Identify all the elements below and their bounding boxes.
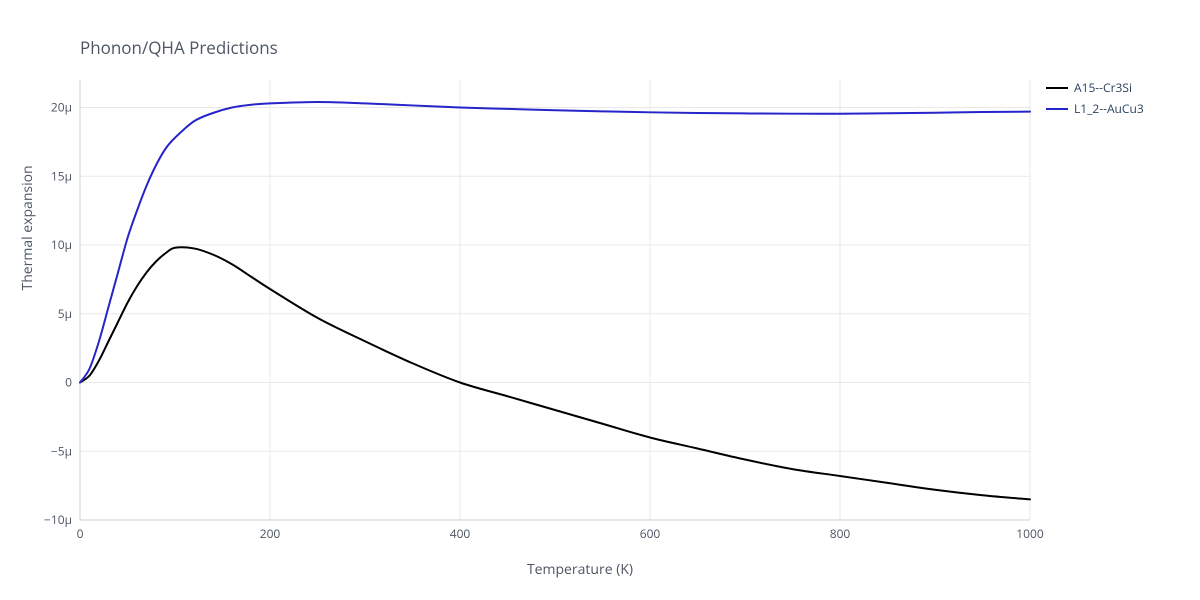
- x-tick-label: 800: [830, 525, 851, 542]
- x-axis-label: Temperature (K): [80, 560, 1080, 579]
- x-tick-label: 400: [450, 525, 471, 542]
- legend-label: L1_2--AuCu3: [1074, 99, 1144, 118]
- legend-item-0[interactable]: A15--Cr3Si: [1046, 78, 1144, 97]
- x-tick-label: 1000: [1016, 525, 1044, 542]
- y-tick-label: 10µ: [51, 236, 72, 253]
- y-tick-label: 0: [65, 374, 72, 391]
- y-tick-label: −10µ: [44, 511, 72, 528]
- series-line-0[interactable]: [80, 247, 1030, 499]
- y-tick-label: 15µ: [51, 167, 72, 184]
- x-tick-label: 200: [260, 525, 281, 542]
- plot-svg: 0 200 400 600 800 1000 −10µ −5µ 0 5µ 10µ 15µ 20µ: [0, 0, 1200, 600]
- series-line-1[interactable]: [80, 102, 1030, 383]
- y-tick-label: 20µ: [51, 99, 72, 116]
- x-ticks: 0 200 400 600 800 1000: [77, 525, 1044, 542]
- axes: [80, 80, 1030, 520]
- y-tick-label: 5µ: [58, 305, 72, 322]
- y-tick-label: −5µ: [51, 442, 72, 459]
- grid: [80, 80, 1030, 520]
- chart-container: Phonon/QHA Predictions 02004006008001000…: [0, 0, 1200, 600]
- legend-swatch-icon: [1046, 108, 1068, 110]
- legend-item-1[interactable]: L1_2--AuCu3: [1046, 99, 1144, 118]
- x-tick-label: 0: [77, 525, 84, 542]
- legend-label: A15--Cr3Si: [1074, 78, 1132, 97]
- x-tick-label: 600: [640, 525, 661, 542]
- series-group: [80, 102, 1030, 499]
- y-axis-label: Thermal expansion: [18, 165, 37, 290]
- legend-swatch-icon: [1046, 87, 1068, 89]
- y-ticks: −10µ −5µ 0 5µ 10µ 15µ 20µ: [44, 99, 72, 529]
- legend: A15--Cr3Si L1_2--AuCu3: [1046, 78, 1144, 120]
